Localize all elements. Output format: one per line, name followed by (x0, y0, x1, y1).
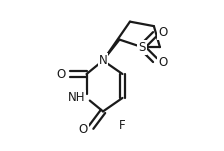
Text: O: O (158, 26, 168, 39)
Text: O: O (158, 56, 168, 69)
Text: NH: NH (68, 92, 85, 104)
Text: O: O (56, 67, 66, 80)
Text: F: F (119, 119, 126, 132)
Text: O: O (79, 123, 88, 136)
Text: S: S (138, 41, 146, 54)
Text: N: N (99, 54, 107, 67)
